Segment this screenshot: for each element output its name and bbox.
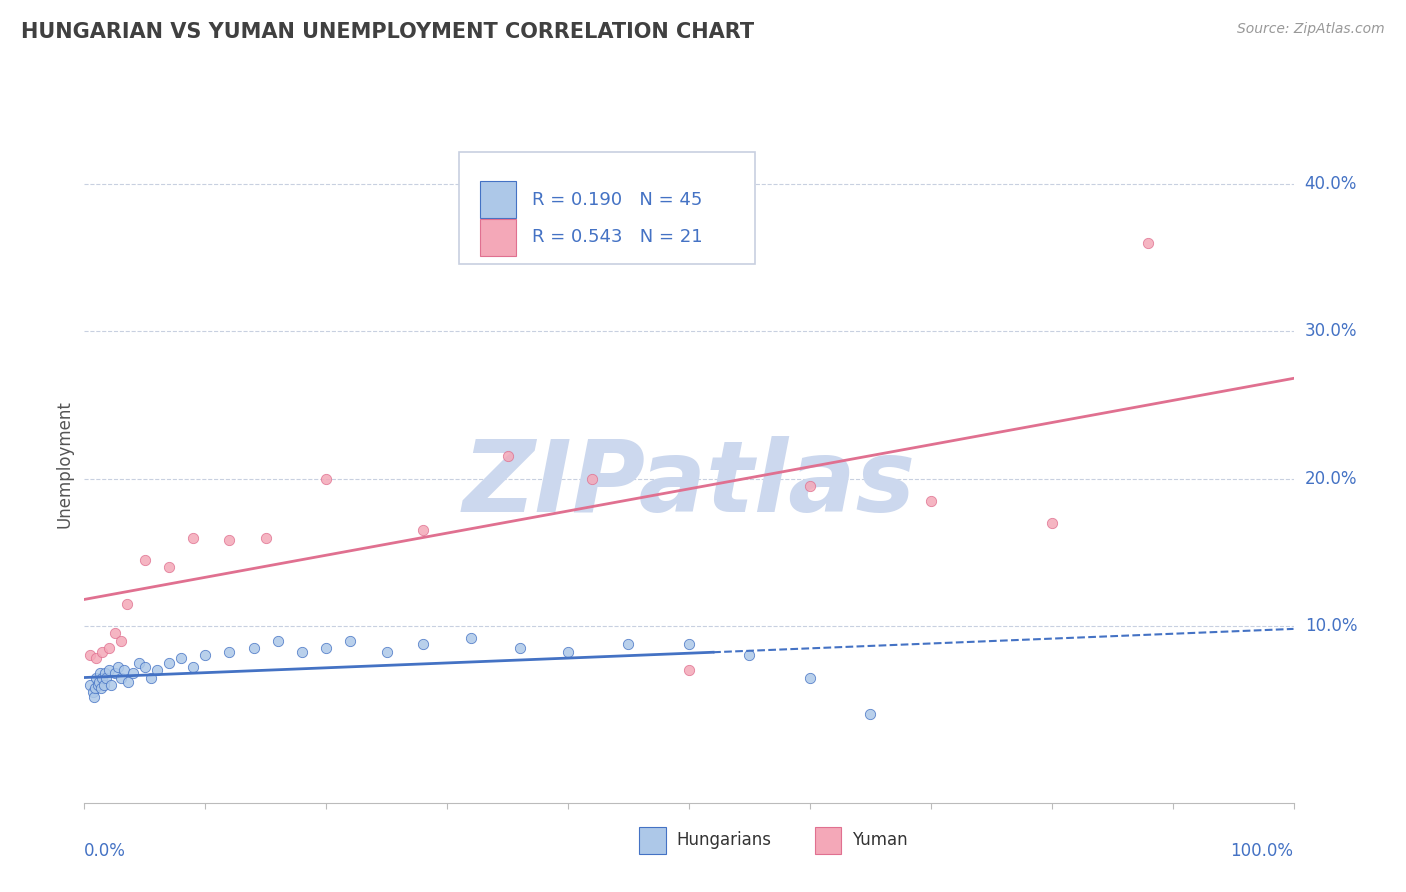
Point [267,633,290,648]
Text: R = 0.543   N = 21: R = 0.543 N = 21 [531,228,703,246]
Point [157,560,180,574]
Point [460,631,482,645]
Point [107,660,129,674]
Point [412,637,434,651]
Point [79,678,101,692]
Text: Source: ZipAtlas.com: Source: ZipAtlas.com [1237,22,1385,37]
Point [94,666,117,681]
Point [104,626,127,640]
Point [89,666,111,681]
Point [678,637,700,651]
Point [557,645,579,659]
Point [100,678,122,692]
Point [291,645,314,659]
FancyBboxPatch shape [640,827,666,854]
Point [115,597,138,611]
Point [920,493,942,508]
Point [93,678,115,692]
Point [104,666,127,681]
Point [134,552,156,566]
Point [496,450,519,464]
Point [509,641,531,656]
Point [375,645,398,659]
Point [110,671,132,685]
Point [84,681,107,695]
Point [859,707,882,722]
Point [799,479,821,493]
FancyBboxPatch shape [814,827,841,854]
Point [181,531,204,545]
Point [412,523,434,537]
Point [315,472,337,486]
Point [315,641,337,656]
Text: HUNGARIAN VS YUMAN UNEMPLOYMENT CORRELATION CHART: HUNGARIAN VS YUMAN UNEMPLOYMENT CORRELAT… [21,22,754,42]
Text: 40.0%: 40.0% [1305,175,1357,193]
Point [581,472,603,486]
Point [110,633,132,648]
Point [134,660,156,674]
FancyBboxPatch shape [479,181,516,219]
Point [128,656,150,670]
Point [738,648,761,663]
Point [218,533,240,548]
Point [1137,235,1160,250]
Text: ZIPatlas: ZIPatlas [463,435,915,533]
Point [194,648,217,663]
FancyBboxPatch shape [460,152,755,264]
Point [170,651,193,665]
Point [617,637,640,651]
Point [86,671,108,685]
Point [139,671,162,685]
Text: R = 0.190   N = 45: R = 0.190 N = 45 [531,191,702,209]
Point [799,671,821,685]
Point [91,671,114,685]
Text: 20.0%: 20.0% [1305,469,1357,488]
Point [254,531,277,545]
Point [87,675,110,690]
Point [112,663,135,677]
Text: 100.0%: 100.0% [1230,842,1294,860]
Point [678,663,700,677]
Text: 10.0%: 10.0% [1305,617,1357,635]
Point [97,641,120,656]
Point [79,648,101,663]
Point [242,641,264,656]
Point [90,681,112,695]
Point [1040,516,1063,530]
Point [86,651,108,665]
Text: Yuman: Yuman [852,831,908,849]
Text: Hungarians: Hungarians [676,831,772,849]
Point [83,690,105,704]
Point [339,633,361,648]
Y-axis label: Unemployment: Unemployment [55,400,73,528]
Text: 30.0%: 30.0% [1305,322,1357,340]
Point [82,685,104,699]
Point [146,663,169,677]
FancyBboxPatch shape [479,219,516,256]
Point [181,660,204,674]
Text: 0.0%: 0.0% [84,842,127,860]
Point [121,666,143,681]
Point [97,663,120,677]
Point [91,645,114,659]
Point [218,645,240,659]
Point [86,678,108,692]
Point [157,656,180,670]
Point [94,671,117,685]
Point [117,675,139,690]
